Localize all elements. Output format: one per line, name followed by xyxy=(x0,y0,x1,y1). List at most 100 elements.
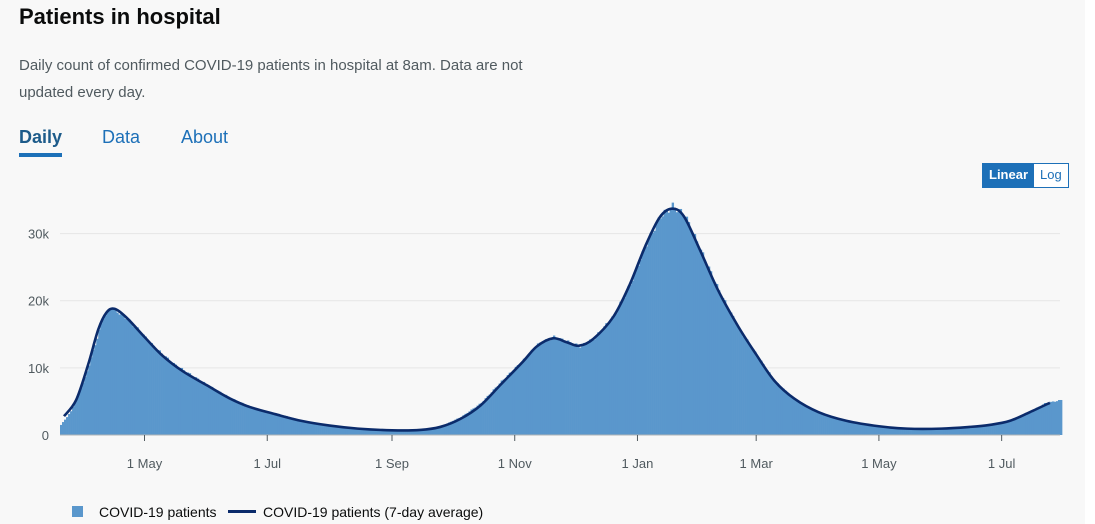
bar xyxy=(331,426,334,435)
bar xyxy=(436,427,439,435)
bar xyxy=(589,339,592,435)
bar xyxy=(490,392,493,435)
bar xyxy=(868,424,872,435)
bar xyxy=(732,316,735,435)
bar xyxy=(836,417,840,435)
bar xyxy=(577,345,580,435)
bar xyxy=(736,325,739,435)
bar xyxy=(669,208,673,435)
bar xyxy=(528,352,532,435)
bar xyxy=(860,423,864,435)
bar xyxy=(597,332,600,435)
legend-label: COVID-19 patients xyxy=(99,504,217,520)
bar xyxy=(834,417,838,435)
bar xyxy=(880,426,884,435)
tab-about[interactable]: About xyxy=(181,127,229,147)
bar xyxy=(832,417,835,435)
bar xyxy=(357,428,361,435)
bar xyxy=(239,402,242,435)
bar xyxy=(768,372,771,435)
bar xyxy=(607,323,610,435)
bar xyxy=(774,381,777,435)
bar xyxy=(627,285,630,435)
bar xyxy=(508,372,512,435)
bar xyxy=(377,429,381,435)
bar xyxy=(603,326,606,435)
bar xyxy=(715,284,719,435)
bar xyxy=(373,429,377,435)
bar xyxy=(92,349,95,435)
bar xyxy=(277,413,280,435)
bar xyxy=(251,407,254,435)
bar xyxy=(740,331,743,435)
bar xyxy=(1017,417,1021,435)
bar xyxy=(249,406,252,435)
bar xyxy=(394,430,397,435)
bar xyxy=(1031,410,1035,435)
bar xyxy=(90,357,93,435)
bar xyxy=(933,428,936,435)
bar xyxy=(289,417,292,435)
bar xyxy=(548,340,552,435)
bar xyxy=(474,407,477,435)
bar xyxy=(723,300,727,435)
bar xyxy=(1057,400,1061,435)
bar xyxy=(446,423,449,435)
bar xyxy=(273,413,276,435)
bar xyxy=(1051,401,1055,435)
bar xyxy=(1009,420,1013,435)
bar xyxy=(88,365,91,435)
bar xyxy=(70,411,73,435)
tab-data[interactable]: Data xyxy=(102,127,141,147)
bar xyxy=(808,407,811,435)
bar xyxy=(921,428,924,435)
bar xyxy=(369,429,373,435)
linear-button[interactable]: Linear xyxy=(983,164,1035,187)
bar xyxy=(544,339,548,435)
bar xyxy=(220,393,224,435)
bar xyxy=(387,430,391,435)
bar xyxy=(983,425,986,435)
bar xyxy=(1053,401,1057,435)
bar xyxy=(84,377,87,435)
bar xyxy=(842,419,846,435)
log-button[interactable]: Log xyxy=(1040,167,1062,182)
bar xyxy=(701,252,705,435)
bar xyxy=(98,329,101,435)
bar xyxy=(744,337,747,435)
bar xyxy=(345,427,349,435)
bar xyxy=(389,430,393,435)
bar xyxy=(695,241,699,435)
bar xyxy=(1005,420,1009,435)
bar xyxy=(911,428,914,435)
bar xyxy=(438,426,441,435)
bar xyxy=(943,428,946,435)
bar xyxy=(629,284,632,435)
bar xyxy=(677,209,681,435)
bar xyxy=(444,424,447,435)
bar xyxy=(542,342,546,435)
bar xyxy=(102,319,105,435)
bar xyxy=(134,326,137,435)
bar xyxy=(611,316,614,435)
bar xyxy=(367,429,371,435)
bar xyxy=(1049,401,1053,435)
bar xyxy=(420,429,423,435)
bar xyxy=(494,387,497,435)
bar xyxy=(315,423,318,435)
bar xyxy=(901,428,904,435)
bar xyxy=(856,422,860,435)
bar xyxy=(671,202,675,435)
bar xyxy=(1025,413,1029,435)
bar xyxy=(408,429,411,435)
bar xyxy=(925,428,928,435)
bar xyxy=(337,426,341,435)
bar xyxy=(546,339,550,435)
bar xyxy=(750,348,753,435)
bar xyxy=(1029,411,1033,435)
bar xyxy=(772,379,775,435)
bar xyxy=(192,377,196,435)
y-tick-label: 10k xyxy=(28,361,49,376)
tab-daily[interactable]: Daily xyxy=(19,124,63,157)
bar xyxy=(178,367,182,435)
